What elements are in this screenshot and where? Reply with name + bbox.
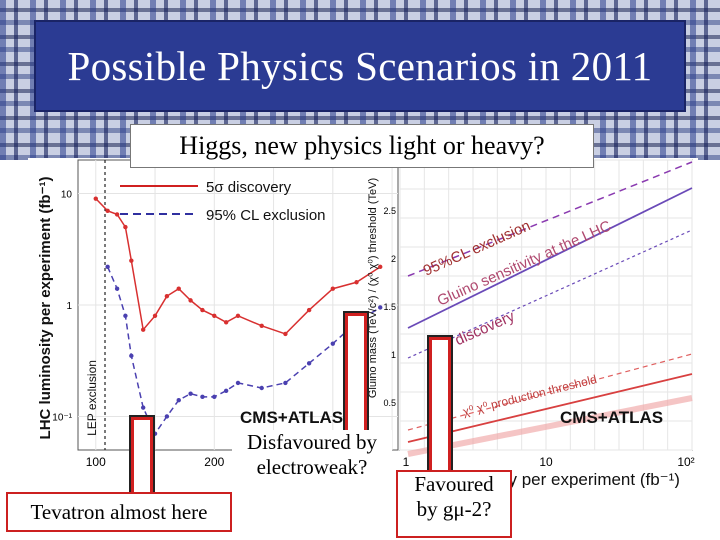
left-plot-series: [93, 196, 383, 436]
right-plot-ticks: 1 10 10² 2.5 2 1.5 1 0.5: [383, 206, 694, 469]
right-plot: Gluino mass (TeV/c²) / (χ⁰ χ⁰) threshold…: [367, 159, 695, 489]
series-point: [140, 405, 146, 410]
series-point: [176, 286, 181, 291]
right-discovery-line: [407, 229, 693, 359]
favoured-line-1: Favoured: [414, 472, 494, 496]
y-tick-label: 10⁻¹: [52, 412, 72, 423]
x-tick-label: 1: [403, 455, 410, 469]
series-point: [259, 323, 264, 329]
left-plot-brand: CMS+ATLAS: [240, 408, 343, 427]
y-tick-label: 2.5: [383, 206, 396, 216]
series-point: [123, 224, 128, 230]
series-point: [212, 394, 217, 400]
series-point: [212, 313, 217, 319]
legend-solid-label: 5σ discovery: [206, 179, 292, 196]
y-tick-label: 0.5: [383, 398, 396, 408]
right-red-band: [407, 395, 693, 457]
series-point: [235, 380, 241, 386]
series-point: [129, 353, 134, 359]
plots-svg: LHC luminosity per experiment (fb⁻¹) LEP…: [37, 159, 695, 489]
series-point: [330, 341, 336, 346]
right-red-dashed-line: [407, 353, 693, 431]
x-tick-label: 10: [539, 455, 553, 469]
x-tick-label: 10²: [677, 455, 694, 469]
series-line-discovery: [95, 198, 381, 335]
right-exclusion-line: [407, 161, 693, 277]
right-plot-ylabel: Gluino mass (TeV/c²) / (χ⁰ χ⁰) threshold…: [367, 178, 379, 398]
series-point: [140, 327, 146, 332]
right-plot-brand: CMS+ATLAS: [560, 408, 663, 427]
series-point: [378, 305, 383, 310]
slide-title: Possible Physics Scenarios in 2011: [67, 43, 653, 89]
series-point: [354, 280, 359, 285]
series-point: [105, 208, 110, 214]
series-point: [283, 331, 288, 337]
right-sensitivity-line: [407, 187, 693, 329]
lep-exclusion-label: LEP exclusion: [85, 360, 99, 436]
favoured-line-2: by gμ-2?: [416, 497, 492, 521]
y-tick-label: 1: [66, 301, 72, 312]
y-tick-label: 1: [391, 350, 396, 360]
plot-area: LHC luminosity per experiment (fb⁻¹) LEP…: [28, 158, 698, 489]
series-point: [152, 313, 158, 319]
series-point: [188, 391, 193, 396]
disfavoured-line-2: electroweak?: [256, 455, 368, 479]
disfavoured-arrow: [343, 311, 369, 432]
series-point: [114, 212, 120, 217]
y-tick-label: 2: [391, 254, 396, 264]
right-red-solid-line: [407, 373, 693, 443]
series-point: [259, 385, 264, 391]
left-plot-ylabel: LHC luminosity per experiment (fb⁻¹): [37, 177, 54, 440]
series-point: [235, 313, 241, 319]
series-point: [283, 380, 288, 386]
x-tick-label: 200: [204, 455, 224, 469]
tevatron-callout: Tevatron almost here: [6, 492, 232, 532]
favoured-arrow: [427, 335, 453, 472]
series-point: [123, 313, 128, 319]
series-point: [93, 196, 98, 201]
series-point: [105, 264, 110, 270]
y-tick-label: 1.5: [383, 302, 396, 312]
series-point: [306, 307, 312, 313]
y-tick-label: 10: [61, 190, 73, 201]
favoured-callout: Favoured by gμ-2?: [396, 470, 512, 538]
series-point: [306, 361, 312, 366]
series-point: [114, 286, 120, 291]
x-tick-label: 100: [86, 455, 106, 469]
series-point: [200, 394, 205, 400]
series-point: [188, 298, 193, 303]
series-point: [164, 414, 170, 419]
series-point: [378, 264, 383, 270]
series-point: [330, 286, 336, 291]
series-point: [164, 293, 170, 299]
disfavoured-callout: Disfavoured by electroweak?: [232, 430, 392, 492]
slide-title-box: Possible Physics Scenarios in 2011: [36, 22, 684, 110]
series-point: [223, 388, 229, 393]
series-point: [200, 307, 205, 313]
series-point: [223, 320, 229, 325]
series-point: [129, 258, 134, 263]
slide-subtitle: Higgs, new physics light or heavy?: [130, 124, 594, 168]
series-point: [176, 397, 181, 403]
right-plot-xlabel: ity per experiment (fb⁻¹): [500, 470, 680, 488]
legend-dashed-label: 95% CL exclusion: [206, 207, 326, 224]
disfavoured-line-1: Disfavoured by: [246, 430, 378, 454]
tevatron-arrow: [129, 415, 155, 496]
